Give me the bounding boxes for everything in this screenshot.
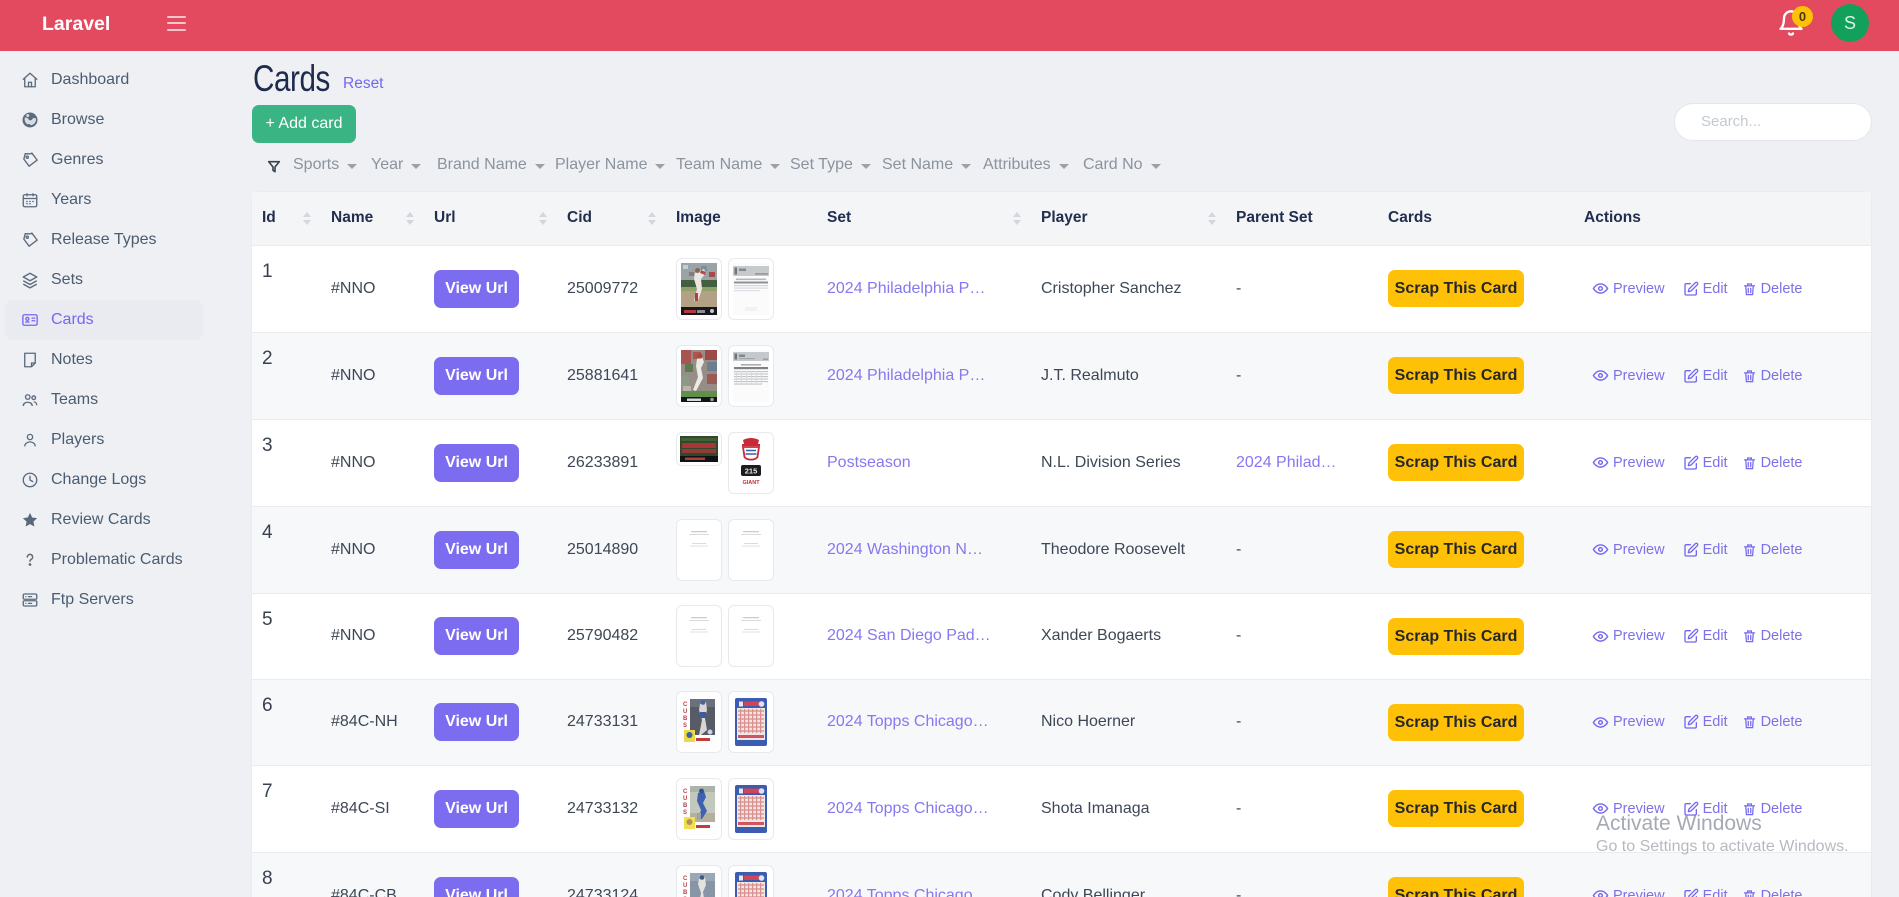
svg-text:C: C [683, 789, 688, 795]
svg-text:S: S [683, 810, 687, 816]
svg-text:U: U [683, 796, 687, 802]
svg-text:S: S [683, 723, 687, 729]
svg-text:B: B [683, 890, 688, 896]
svg-text:B: B [683, 803, 688, 809]
svg-text:GIANT: GIANT [742, 480, 760, 486]
svg-text:U: U [683, 883, 687, 889]
svg-text:215: 215 [745, 466, 758, 475]
svg-text:U: U [683, 709, 687, 715]
svg-text:C: C [683, 702, 688, 708]
svg-text:C: C [683, 876, 688, 882]
svg-text:B: B [683, 716, 688, 722]
